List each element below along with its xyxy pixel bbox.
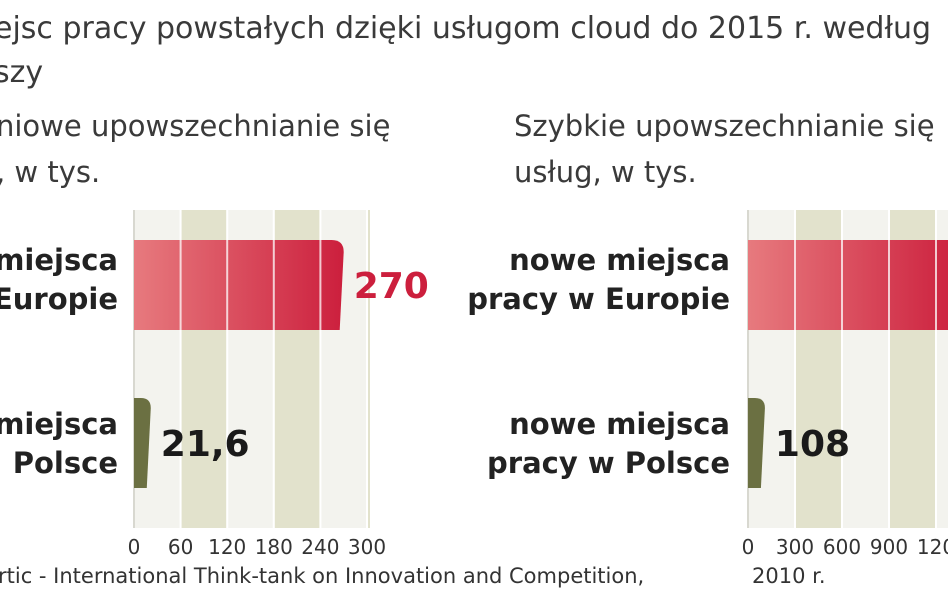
left-tick-label: 0 <box>128 535 141 559</box>
right-subtitle-line2: usług, w tys. <box>514 155 697 189</box>
left-value-label-europe: 270 <box>354 266 429 307</box>
right-tick-label: 600 <box>823 535 861 559</box>
right-tick-label: 300 <box>776 535 814 559</box>
left-tick-label: 120 <box>208 535 246 559</box>
left-cat-europe-line1: miejsca <box>0 243 118 277</box>
left-tick-label: 60 <box>168 535 193 559</box>
left-tick-label: 180 <box>255 535 293 559</box>
left-cat-poland-line1: miejsca <box>0 407 118 441</box>
right-tick-label: 0 <box>742 535 755 559</box>
right-cat-poland-line2: pracy w Polsce <box>487 446 730 480</box>
right-cat-poland-line1: nowe miejsca <box>509 407 730 441</box>
left-tick-label: 240 <box>301 535 339 559</box>
right-chart-panel: 108 0 300 600 900 120 <box>742 210 948 559</box>
left-grid-band <box>367 210 370 528</box>
left-tick-label: 300 <box>348 535 386 559</box>
left-cat-europe-line2: Europie <box>0 282 118 316</box>
right-value-label-poland: 108 <box>775 424 850 465</box>
left-bar-europe <box>134 240 344 330</box>
chart-title-line1: ejsc pracy powstałych dzięki usługom clo… <box>0 11 932 46</box>
chart-title-line2: szy <box>0 55 44 90</box>
right-tick-label: 120 <box>917 535 948 559</box>
right-bar-europe <box>748 240 948 330</box>
left-subtitle-line2: , w tys. <box>0 155 101 189</box>
source-year: 2010 r. <box>752 564 826 588</box>
right-cat-europe-line2: pracy w Europie <box>467 282 730 316</box>
left-cat-poland-line2-text: Polsce <box>12 446 118 480</box>
left-bar-poland <box>134 398 151 488</box>
source-note: rtic - International Think-tank on Innov… <box>0 564 645 588</box>
left-chart-panel: 270 21,6 0 60 120 180 240 300 <box>128 210 429 559</box>
left-subtitle-line1: niowe upowszechnianie się <box>0 109 391 143</box>
right-cat-europe-line1: nowe miejsca <box>509 243 730 277</box>
left-value-label-poland: 21,6 <box>161 424 250 465</box>
right-tick-label: 900 <box>870 535 908 559</box>
right-subtitle-line1: Szybkie upowszechnianie się <box>514 109 935 143</box>
right-bar-poland <box>748 398 765 488</box>
